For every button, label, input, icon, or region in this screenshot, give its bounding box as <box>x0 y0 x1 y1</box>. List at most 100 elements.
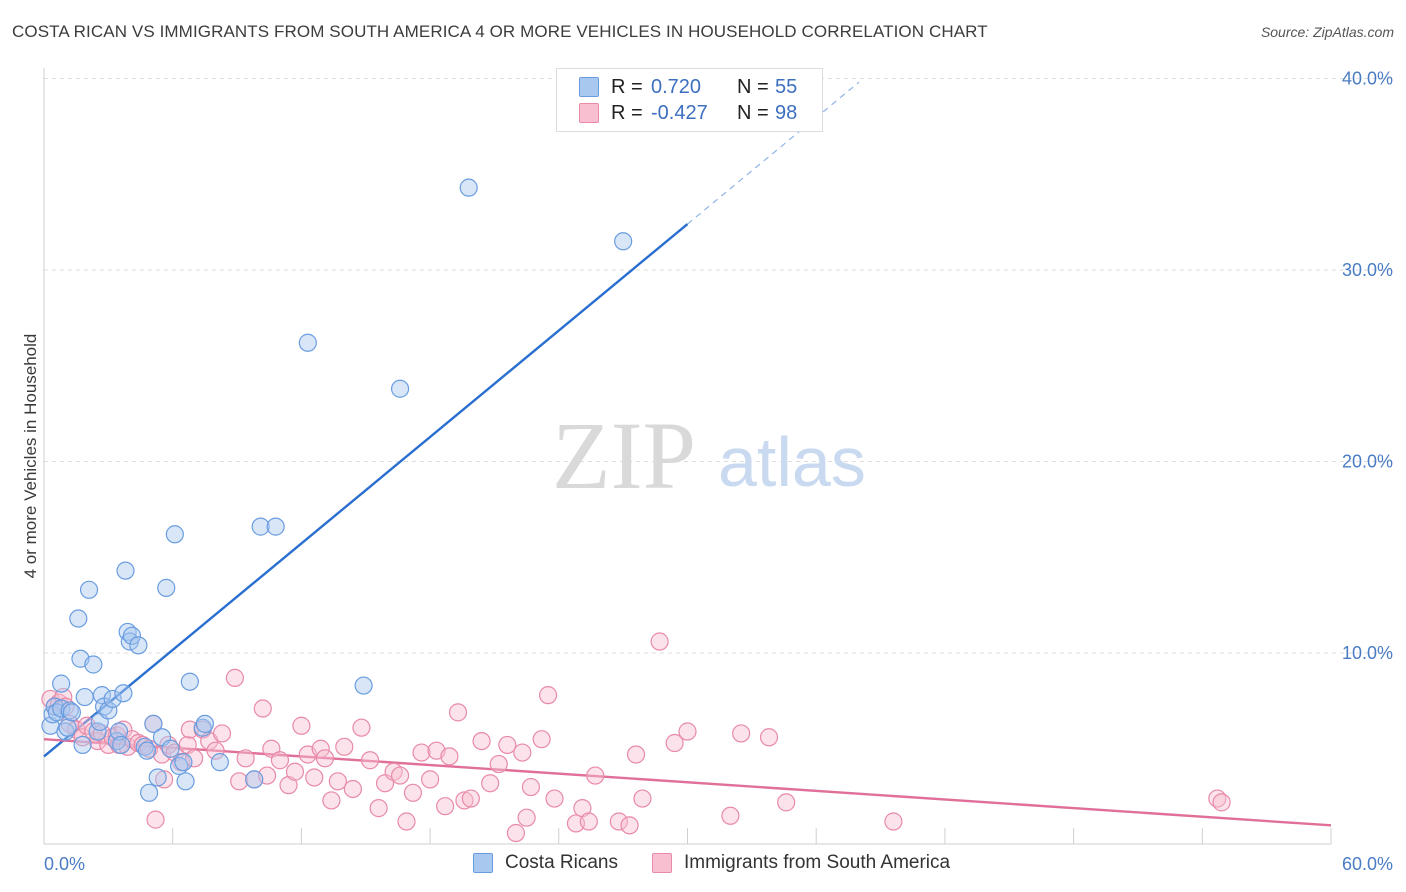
watermark-atlas: atlas <box>718 423 866 501</box>
costa-rican-trend-extension <box>687 81 860 225</box>
data-points <box>41 178 1231 843</box>
immigrant-point <box>311 739 330 758</box>
immigrant-point <box>360 751 380 770</box>
costa-rican-point <box>180 672 199 691</box>
costa-rican-point <box>245 770 264 789</box>
y-tick-label: 40.0% <box>1342 69 1393 89</box>
costa-rican-point <box>354 676 373 695</box>
immigrant-point <box>397 812 416 831</box>
immigrant-point <box>230 772 249 791</box>
y-tick-label: 20.0% <box>1342 452 1393 472</box>
y-tick-labels: 10.0% 20.0% 30.0% 40.0% <box>1342 69 1393 664</box>
costa-rican-trend-line <box>43 223 689 758</box>
immigrant-point <box>517 808 536 827</box>
immigrant-point <box>390 766 410 785</box>
costa-rican-point <box>103 689 122 709</box>
immigrant-point <box>1212 793 1231 812</box>
immigrant-point <box>609 812 628 831</box>
costa-rican-point <box>614 232 633 251</box>
costa-rican-point <box>165 525 184 544</box>
watermark: ZIP atlas <box>552 402 866 509</box>
immigrant-point <box>678 722 697 741</box>
immigrant-point <box>545 789 564 808</box>
legend-swatch-costa-ricans <box>579 77 599 97</box>
immigrant-point <box>335 737 354 756</box>
immigrant-point <box>579 812 598 831</box>
immigrant-point <box>538 686 558 705</box>
immigrant-point <box>305 768 324 787</box>
legend-r-label: R = <box>611 75 643 98</box>
immigrant-point <box>626 745 646 764</box>
immigrant-point <box>146 810 165 829</box>
costa-rican-point <box>62 703 81 722</box>
immigrant-point <box>403 783 423 802</box>
costa-rican-point <box>75 687 94 707</box>
immigrant-point <box>489 754 508 774</box>
immigrant-point <box>436 797 455 816</box>
x-tick-label: 0.0% <box>44 854 85 874</box>
immigrant-point <box>421 770 440 789</box>
chart-title: COSTA RICAN VS IMMIGRANTS FROM SOUTH AME… <box>12 22 988 41</box>
immigrant-point <box>448 703 468 722</box>
legend-item-costa-ricans[interactable]: Costa Ricans <box>473 852 618 874</box>
costa-rican-point <box>251 517 270 536</box>
costa-rican-point <box>176 772 195 791</box>
legend-n-value: 55 <box>775 75 798 98</box>
immigrant-point <box>721 806 740 825</box>
immigrant-point <box>884 812 903 831</box>
immigrant-point <box>521 777 541 797</box>
costa-rican-point <box>109 722 129 741</box>
immigrant-point <box>270 751 290 770</box>
immigrant-point <box>513 743 532 762</box>
costa-rican-point <box>52 674 71 693</box>
immigrant-point <box>498 735 517 755</box>
costa-rican-point <box>58 718 77 737</box>
legend-swatch-immigrants <box>652 853 672 873</box>
costa-rican-point <box>84 655 103 674</box>
costa-rican-point <box>79 580 99 599</box>
costa-rican-point <box>144 714 163 733</box>
costa-rican-point <box>174 753 193 772</box>
immigrant-point <box>369 799 388 818</box>
immigrant-point <box>759 728 779 747</box>
costa-rican-point <box>195 714 214 733</box>
immigrant-point <box>225 668 245 687</box>
costa-rican-point <box>92 686 112 705</box>
legend-label-costa-ricans: Costa Ricans <box>505 852 618 873</box>
correlation-legend: R = 0.720 N = 55 R = -0.427 N = 98 <box>556 68 823 132</box>
immigrant-point <box>328 772 347 791</box>
immigrant-point <box>236 749 255 768</box>
costa-rican-point <box>140 783 159 802</box>
immigrant-point <box>185 749 204 768</box>
gridlines <box>44 78 1395 654</box>
immigrant-point <box>292 716 311 735</box>
immigrant-point <box>633 789 652 808</box>
immigrant-point <box>155 770 174 789</box>
costa-rican-point <box>157 578 176 597</box>
costa-rican-point <box>298 333 317 352</box>
source-credit: Source: ZipAtlas.com <box>1260 24 1394 40</box>
legend-item-immigrants[interactable]: Immigrants from South America <box>652 852 950 874</box>
immigrant-point <box>253 699 272 718</box>
immigrant-point <box>620 816 639 835</box>
immigrant-point <box>212 724 232 743</box>
costa-rican-point <box>266 517 285 536</box>
immigrant-point <box>206 741 225 760</box>
costa-rican-point <box>390 379 410 398</box>
immigrant-point <box>472 731 491 751</box>
costa-rican-point <box>116 561 135 580</box>
immigrant-point <box>732 724 751 743</box>
immigrant-trend-line <box>43 737 1332 827</box>
immigrant-point <box>412 743 431 762</box>
watermark-zip: ZIP <box>552 402 696 509</box>
legend-label-immigrants: Immigrants from South America <box>684 852 951 873</box>
costa-rican-point <box>112 735 131 755</box>
costa-rican-point <box>459 178 478 197</box>
x-tick-label: 60.0% <box>1342 854 1393 874</box>
costa-rican-point <box>73 735 92 755</box>
immigrant-point <box>506 823 526 843</box>
legend-row-immigrants: R = -0.427 N = 98 <box>579 100 797 126</box>
legend-swatch-immigrants <box>579 103 599 123</box>
legend-r-value: 0.720 <box>651 75 702 98</box>
